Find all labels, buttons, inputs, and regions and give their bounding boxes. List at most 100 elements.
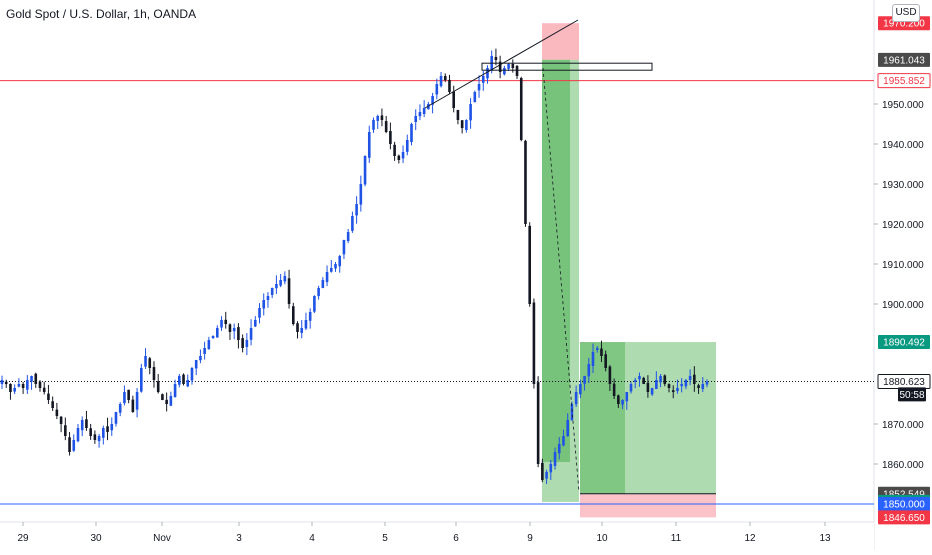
trendline[interactable] (424, 19, 579, 109)
svg-text:1890.492: 1890.492 (883, 338, 925, 349)
y-tick-label: 1940.000 (882, 140, 924, 151)
time-axis[interactable] (0, 522, 874, 550)
candle (123, 385, 126, 406)
price-axis[interactable] (874, 0, 932, 550)
candle (313, 295, 316, 314)
x-tick-label: 9 (527, 533, 533, 544)
x-tick-label: 5 (382, 533, 388, 544)
candle (148, 356, 152, 375)
candle (279, 274, 282, 288)
rectangle-drawing[interactable] (481, 62, 653, 71)
candle (498, 55, 502, 79)
candle (583, 375, 586, 391)
candle (47, 384, 50, 404)
candle (110, 417, 114, 436)
candle (207, 336, 211, 350)
candle (680, 378, 683, 393)
candle (258, 303, 261, 324)
svg-text:1850.000: 1850.000 (883, 500, 925, 511)
candle (9, 383, 12, 400)
svg-text:1970.200: 1970.200 (883, 19, 925, 30)
candle (76, 424, 80, 443)
candle (165, 392, 168, 412)
candle (152, 361, 156, 388)
candle (452, 85, 456, 113)
candle (38, 380, 42, 392)
candle (465, 119, 468, 133)
candle (169, 391, 173, 407)
candle (283, 271, 287, 285)
x-tick-label: 10 (596, 533, 608, 544)
candle (659, 374, 662, 388)
candle (460, 120, 464, 134)
candle (486, 65, 489, 84)
candle (17, 378, 21, 388)
candle (587, 357, 591, 384)
candle (266, 292, 270, 308)
price-label: 1850.000 (878, 497, 930, 511)
short-stop-zone[interactable] (542, 23, 579, 60)
candle (127, 389, 130, 404)
candle (359, 175, 363, 212)
candle (524, 139, 527, 227)
candle (515, 65, 519, 80)
candle (237, 323, 240, 349)
candle (473, 90, 477, 103)
candle (161, 393, 164, 401)
currency-button[interactable]: USD (892, 4, 920, 22)
candle (190, 367, 194, 385)
candle (72, 434, 76, 452)
y-ticks: 1950.000 1940.000 1930.000 1920.000 1910.000… (874, 100, 924, 471)
candle (536, 376, 540, 468)
drawings[interactable] (424, 19, 653, 493)
candle (697, 383, 700, 394)
candle (646, 375, 650, 398)
candle (13, 384, 16, 395)
price-label: 1880.623 (877, 374, 931, 390)
candle (545, 469, 548, 485)
x-tick-label: 4 (309, 533, 315, 544)
candle (241, 334, 244, 353)
price-label: 1890.492 (878, 335, 930, 350)
candle (655, 371, 658, 390)
x-tick-label: 30 (90, 533, 102, 544)
candle (211, 335, 215, 339)
x-tick-label: Nov (153, 533, 171, 544)
candle (553, 447, 557, 470)
x-ticks: 29 30 Nov 3 4 5 6 9 10 11 12 13 (17, 522, 831, 544)
candle (380, 108, 384, 127)
y-tick-label: 1870.000 (882, 420, 924, 431)
svg-text:50:58: 50:58 (899, 390, 924, 401)
svg-text:1880.623: 1880.623 (883, 377, 925, 388)
chart-title: Gold Spot / U.S. Dollar, 1h, OANDA (6, 7, 197, 21)
y-tick-label: 1920.000 (882, 220, 924, 231)
candle (346, 228, 350, 244)
candle (448, 74, 451, 94)
candle (701, 376, 705, 392)
candle (621, 399, 624, 410)
candle (600, 340, 603, 363)
candle (663, 374, 667, 387)
x-tick-label: 13 (819, 533, 831, 544)
candle (629, 381, 633, 394)
candle (135, 387, 139, 418)
long-target-zone[interactable] (580, 342, 716, 494)
candle (102, 425, 105, 445)
forecast-line (542, 67, 580, 493)
candle (325, 265, 329, 287)
candle (401, 145, 405, 164)
candle (650, 387, 654, 396)
long-stop-zone[interactable] (580, 493, 716, 518)
candle (51, 396, 54, 411)
candle (477, 75, 481, 98)
candle (519, 76, 523, 142)
candle (329, 260, 333, 273)
long-filled-zone (580, 342, 625, 494)
candle (671, 385, 675, 399)
candle (705, 379, 709, 388)
candle (693, 366, 696, 392)
candle (304, 312, 308, 331)
candle (566, 413, 569, 437)
